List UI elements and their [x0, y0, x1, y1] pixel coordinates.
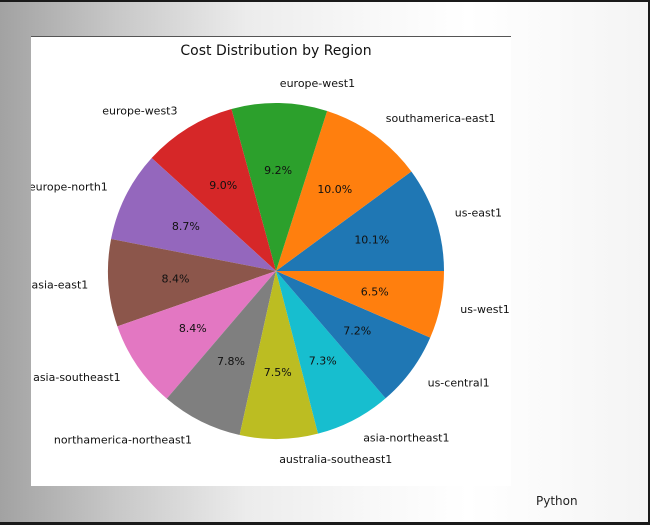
- pie-percent-label: 10.1%: [354, 234, 389, 247]
- pie-slice-australia-southeast1: [239, 271, 318, 440]
- window-top-border: [0, 0, 650, 2]
- chart-title: Cost Distribution by Region: [180, 43, 371, 59]
- pie-percent-labels: 10.1% 10.0% 9.2% 9.0% 8.7% 8.4% 8.4% 7.8% 7.5% 7.…: [162, 164, 390, 379]
- pie-slice-us-central1: [276, 271, 431, 399]
- pie-percent-label: 7.2%: [343, 325, 371, 338]
- pie-percent-label: 7.5%: [264, 366, 292, 379]
- pie-category-label: northamerica-northeast1: [54, 433, 192, 446]
- pie-slice-us-east1: [276, 171, 444, 271]
- footer-language-label: Python: [536, 494, 578, 508]
- pie-category-label: australia-southeast1: [279, 453, 392, 466]
- pie-slice-europe-west1: [231, 102, 328, 272]
- pie-percent-label: 10.0%: [317, 183, 352, 196]
- pie-slice-northamerica-northeast1: [166, 271, 276, 436]
- pie-percent-label: 8.7%: [172, 220, 200, 233]
- pie-slice-southamerica-east1: [276, 110, 412, 272]
- pie-slice-europe-north1: [111, 158, 276, 271]
- pie-slice-asia-east1: [107, 239, 276, 327]
- pie-slice-europe-west3: [151, 109, 276, 271]
- pie-slices: [107, 102, 444, 440]
- figure-top-edge: [31, 36, 511, 37]
- pie-category-label: us-central1: [428, 377, 490, 390]
- pie-slice-asia-southeast1: [117, 271, 276, 399]
- pie-percent-label: 8.4%: [162, 272, 190, 285]
- pie-percent-label: 9.2%: [264, 164, 292, 177]
- pie-category-label: us-east1: [455, 206, 502, 219]
- window-bottom-border: [0, 522, 650, 525]
- pie-category-label: europe-north1: [31, 181, 108, 194]
- pie-slice-us-west1: [276, 271, 444, 338]
- pie-percent-label: 6.5%: [361, 285, 389, 298]
- pie-category-label: europe-west1: [280, 77, 355, 90]
- pie-category-label: asia-northeast1: [363, 432, 449, 445]
- pie-percent-label: 7.8%: [217, 355, 245, 368]
- pie-category-label: us-west1: [460, 303, 509, 316]
- pie-percent-label: 8.4%: [179, 322, 207, 335]
- pie-percent-label: 7.3%: [309, 354, 337, 367]
- pie-percent-label: 9.0%: [209, 179, 237, 192]
- pie-category-label: asia-east1: [32, 279, 89, 292]
- pie-category-labels: us-east1 southamerica-east1 europe-west1 eu…: [31, 77, 510, 466]
- pie-chart: Cost Distribution by Region 10.1% 10.0% 9.…: [31, 43, 510, 466]
- chart-figure: Cost Distribution by Region 10.1% 10.0% 9.…: [31, 36, 511, 486]
- pie-slice-asia-northeast1: [276, 271, 386, 434]
- pie-category-label: europe-west3: [102, 105, 177, 118]
- pie-category-label: southamerica-east1: [386, 112, 496, 125]
- window-right-border: [648, 0, 650, 525]
- pie-category-label: asia-southeast1: [33, 371, 121, 384]
